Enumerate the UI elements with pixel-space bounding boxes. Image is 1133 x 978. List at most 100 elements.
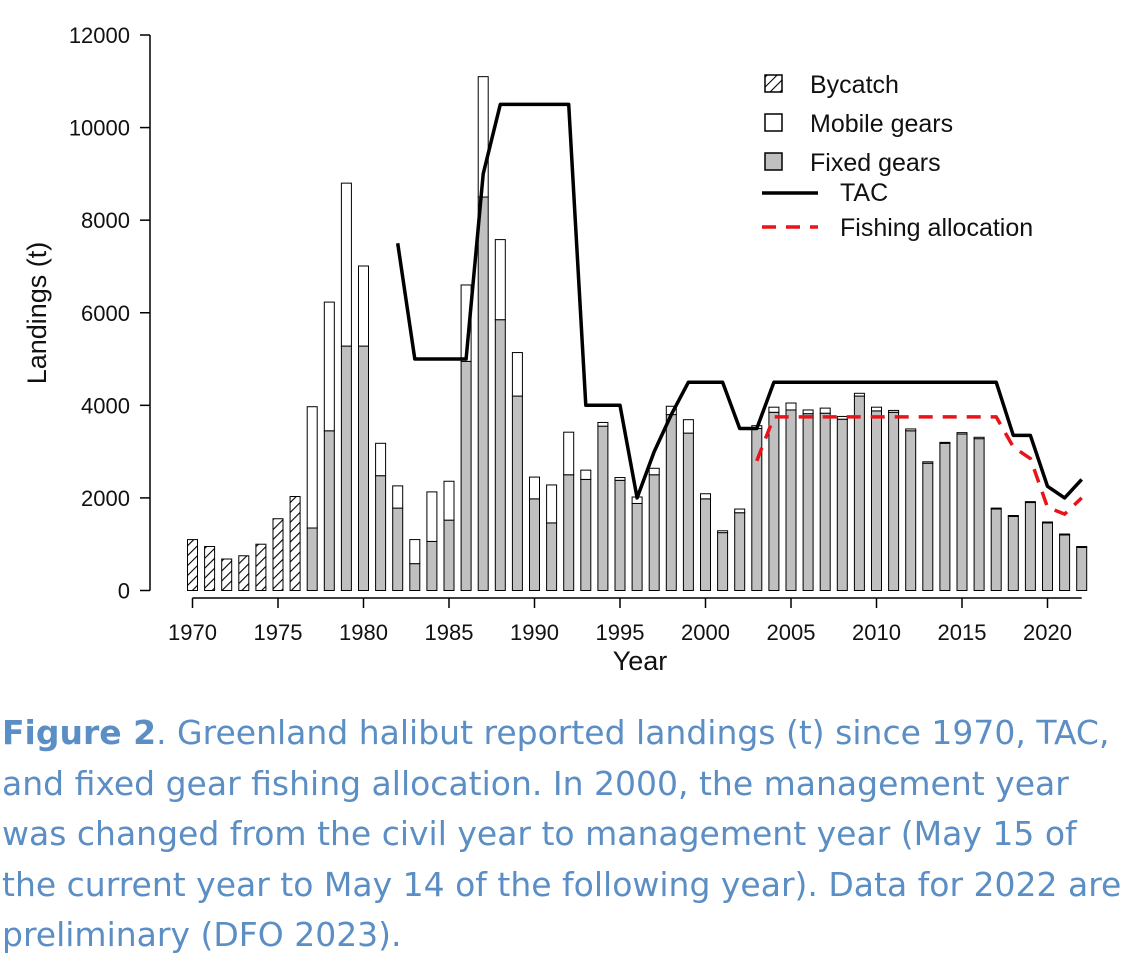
bar-mobile-1988 bbox=[494, 239, 506, 321]
bar-fixed-2006 bbox=[802, 413, 814, 591]
bar-bycatch-1970 bbox=[187, 539, 198, 591]
bar-fixed-2005 bbox=[785, 409, 797, 591]
bar-fixed-2002 bbox=[734, 512, 746, 591]
bar-mobile-1984 bbox=[426, 491, 438, 542]
bar-fixed-1993 bbox=[580, 478, 592, 591]
bar-mobile-1999 bbox=[682, 419, 694, 434]
bar-mobile-1992 bbox=[563, 431, 575, 476]
x-axis-label: Year bbox=[613, 646, 668, 676]
bar-mobile-2001 bbox=[717, 530, 729, 534]
bar-mobile-2019 bbox=[1024, 501, 1036, 504]
bar-mobile-1987 bbox=[477, 76, 489, 198]
bar-mobile-1991 bbox=[546, 484, 558, 524]
tac-line bbox=[395, 102, 1083, 500]
bar-fixed-1997 bbox=[648, 474, 660, 592]
bar-fixed-1988 bbox=[494, 319, 506, 591]
y-tick-label-0: 0 bbox=[118, 579, 130, 604]
bar-fixed-2012 bbox=[905, 430, 917, 592]
x-tick-label-1980: 1980 bbox=[339, 620, 388, 645]
allocation-line bbox=[755, 415, 1083, 517]
bar-fixed-2020 bbox=[1042, 522, 1053, 592]
x-tick-label-1985: 1985 bbox=[425, 620, 474, 645]
bar-mobile-2017 bbox=[990, 507, 1002, 510]
bar-fixed-1990 bbox=[529, 498, 540, 591]
bar-fixed-1987 bbox=[477, 196, 489, 591]
legend-label-tac: TAC bbox=[840, 179, 888, 207]
bar-mobile-1977 bbox=[306, 406, 318, 529]
bar-fixed-2018 bbox=[1007, 515, 1019, 592]
bar-fixed-1983 bbox=[409, 563, 421, 591]
bar-mobile-1997 bbox=[648, 467, 660, 476]
bar-mobile-2009 bbox=[853, 392, 865, 397]
bar-mobile-1979 bbox=[340, 182, 352, 347]
bar-fixed-2021 bbox=[1059, 534, 1071, 592]
figure-caption-text: . Greenland halibut reported landings (t… bbox=[2, 713, 1122, 954]
bar-fixed-2011 bbox=[888, 411, 900, 591]
bar-fixed-2007 bbox=[819, 412, 831, 591]
bar-mobile-2018 bbox=[1007, 515, 1019, 517]
bar-fixed-2001 bbox=[717, 532, 729, 592]
bar-bycatch-1973 bbox=[238, 555, 250, 591]
bar-fixed-1979 bbox=[340, 345, 352, 591]
bar-mobile-1982 bbox=[392, 485, 404, 509]
bar-mobile-2014 bbox=[939, 441, 951, 444]
x-tick-label-1970: 1970 bbox=[168, 620, 217, 645]
bar-fixed-1978 bbox=[323, 430, 335, 592]
bar-fixed-1998 bbox=[665, 414, 677, 592]
x-tick-label-2000: 2000 bbox=[681, 620, 730, 645]
axes-layer: 0 2000 4000 6000 8000 10000 12000 1970 1975 1980 1… bbox=[69, 23, 1082, 645]
bar-fixed-1995 bbox=[614, 479, 626, 591]
bar-mobile-2007 bbox=[819, 407, 831, 414]
bar-mobile-2016 bbox=[973, 436, 985, 440]
bar-fixed-1999 bbox=[682, 432, 694, 591]
bar-fixed-1994 bbox=[597, 425, 609, 591]
legend-label-mobile: Mobile gears bbox=[810, 110, 953, 138]
x-tick-label-2015: 2015 bbox=[938, 620, 987, 645]
bar-fixed-1981 bbox=[375, 475, 387, 591]
bar-mobile-2011 bbox=[888, 409, 900, 413]
bar-fixed-1982 bbox=[392, 507, 404, 591]
bar-bycatch-1976 bbox=[289, 496, 301, 592]
y-tick-label-12000: 12000 bbox=[69, 23, 130, 48]
bar-mobile-2012 bbox=[905, 428, 917, 432]
bar-fixed-1991 bbox=[546, 522, 558, 592]
bar-bycatch-1972 bbox=[221, 558, 233, 591]
legend-label-bycatch: Bycatch bbox=[810, 71, 899, 99]
bar-fixed-2013 bbox=[922, 462, 934, 591]
bar-fixed-1992 bbox=[563, 474, 575, 592]
bar-mobile-2020 bbox=[1042, 521, 1053, 524]
bar-bycatch-1975 bbox=[272, 518, 284, 592]
x-tick-label-1990: 1990 bbox=[510, 620, 559, 645]
y-tick-label-6000: 6000 bbox=[81, 301, 130, 326]
bar-fixed-2015 bbox=[956, 433, 968, 592]
bar-fixed-1989 bbox=[511, 395, 523, 592]
bar-mobile-1980 bbox=[358, 265, 369, 347]
bar-mobile-1995 bbox=[614, 477, 626, 481]
y-tick-label-4000: 4000 bbox=[81, 393, 130, 418]
bar-fixed-2008 bbox=[836, 418, 848, 591]
bar-mobile-1981 bbox=[375, 442, 387, 477]
bar-mobile-2021 bbox=[1059, 533, 1071, 536]
bar-fixed-1980 bbox=[358, 345, 369, 591]
bar-mobile-1994 bbox=[597, 421, 609, 427]
bar-fixed-2016 bbox=[973, 438, 985, 591]
y-axis-label: Landings (t) bbox=[22, 242, 52, 385]
x-tick-label-2020: 2020 bbox=[1023, 620, 1072, 645]
legend-label-allocation: Fishing allocation bbox=[840, 214, 1033, 242]
bar-mobile-1978 bbox=[323, 301, 335, 432]
bar-mobile-2008 bbox=[836, 415, 848, 420]
bar-fixed-2000 bbox=[700, 498, 711, 591]
y-tick-label-10000: 10000 bbox=[69, 116, 130, 141]
figure-caption-label: Figure 2 bbox=[2, 713, 157, 752]
legend-swatch-fixed bbox=[764, 152, 783, 171]
bar-mobile-1989 bbox=[511, 352, 523, 397]
bar-mobile-2004 bbox=[768, 406, 780, 413]
bar-mobile-2010 bbox=[871, 406, 882, 412]
bar-fixed-1984 bbox=[426, 540, 438, 592]
bar-mobile-2022 bbox=[1076, 546, 1088, 548]
x-tick-label-1975: 1975 bbox=[254, 620, 303, 645]
bar-fixed-2009 bbox=[853, 395, 865, 592]
bar-mobile-1993 bbox=[580, 469, 592, 480]
bar-fixed-2019 bbox=[1024, 502, 1036, 592]
bar-fixed-2017 bbox=[990, 508, 1002, 592]
